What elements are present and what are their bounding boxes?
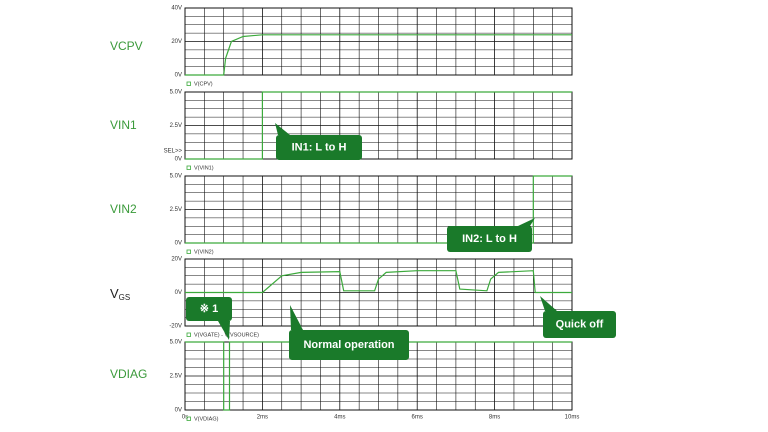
signal-label-sub: GS xyxy=(119,293,131,302)
y-tick-label: 2.5V xyxy=(170,374,182,380)
legend-label: V(VIN2) xyxy=(194,249,214,255)
waveform xyxy=(185,341,572,411)
signal-label: VGS xyxy=(110,286,130,302)
x-tick-label: 2ms xyxy=(257,415,268,421)
y-tick-label: 2.5V xyxy=(170,207,182,213)
callout-box xyxy=(289,330,409,360)
waveform xyxy=(185,34,572,76)
callout-text: ※ 1 xyxy=(200,303,218,315)
y-tick-label: 2.5V xyxy=(170,123,182,129)
y-tick-label: 0V xyxy=(175,157,182,163)
callout-pointer xyxy=(540,296,557,311)
x-tick-label: 6ms xyxy=(412,415,423,421)
legend-marker xyxy=(186,81,191,86)
y-tick-label: 40V xyxy=(171,6,182,12)
cursor-label: SEL>> xyxy=(164,149,183,155)
callout-text: IN1: L to H xyxy=(292,141,347,153)
y-tick-label: 20V xyxy=(171,39,182,45)
y-tick-label: 0V xyxy=(175,73,182,79)
legend-marker xyxy=(186,416,191,421)
x-tick-label: 4ms xyxy=(334,415,345,421)
callout-text: Normal operation xyxy=(303,339,394,351)
y-tick-label: 0V xyxy=(175,241,182,247)
signal-label-main: V xyxy=(110,286,119,301)
callout-box xyxy=(276,135,362,160)
callout-text: IN2: L to H xyxy=(462,233,517,245)
y-tick-label: 20V xyxy=(171,257,182,263)
signal-label: VIN2 xyxy=(110,202,137,216)
callout-pointer xyxy=(218,321,230,340)
y-tick-label: 5.0V xyxy=(170,174,182,180)
callout-pointer xyxy=(290,305,303,330)
callout-box xyxy=(447,226,532,252)
y-tick-label: -20V xyxy=(169,324,182,330)
x-tick-label: 0s xyxy=(182,415,188,421)
legend-label: V(VIN1) xyxy=(194,165,214,171)
y-tick-label: 5.0V xyxy=(170,90,182,96)
signal-label: VCPV xyxy=(110,39,143,53)
callout-box xyxy=(543,311,616,338)
callout-box xyxy=(186,297,232,321)
y-tick-label: 0V xyxy=(175,290,182,296)
legend-marker xyxy=(186,332,191,337)
legend-marker xyxy=(186,165,191,170)
legend-label: V(CPV) xyxy=(194,81,213,87)
legend-marker xyxy=(186,249,191,254)
plot-frame xyxy=(184,7,573,76)
waveform xyxy=(185,270,572,294)
waveform xyxy=(185,175,572,244)
callout-pointer xyxy=(518,218,535,226)
waveform xyxy=(185,91,572,160)
x-tick-label: 8ms xyxy=(489,415,500,421)
signal-label: VIN1 xyxy=(110,118,137,132)
x-tick-label: 10ms xyxy=(565,415,580,421)
legend-label: V(VDIAG) xyxy=(194,416,219,422)
callout-text: Quick off xyxy=(556,318,604,330)
signal-label: VDIAG xyxy=(110,367,147,381)
callout-pointer xyxy=(275,123,290,135)
y-tick-label: 0V xyxy=(175,408,182,414)
y-tick-label: 5.0V xyxy=(170,340,182,346)
